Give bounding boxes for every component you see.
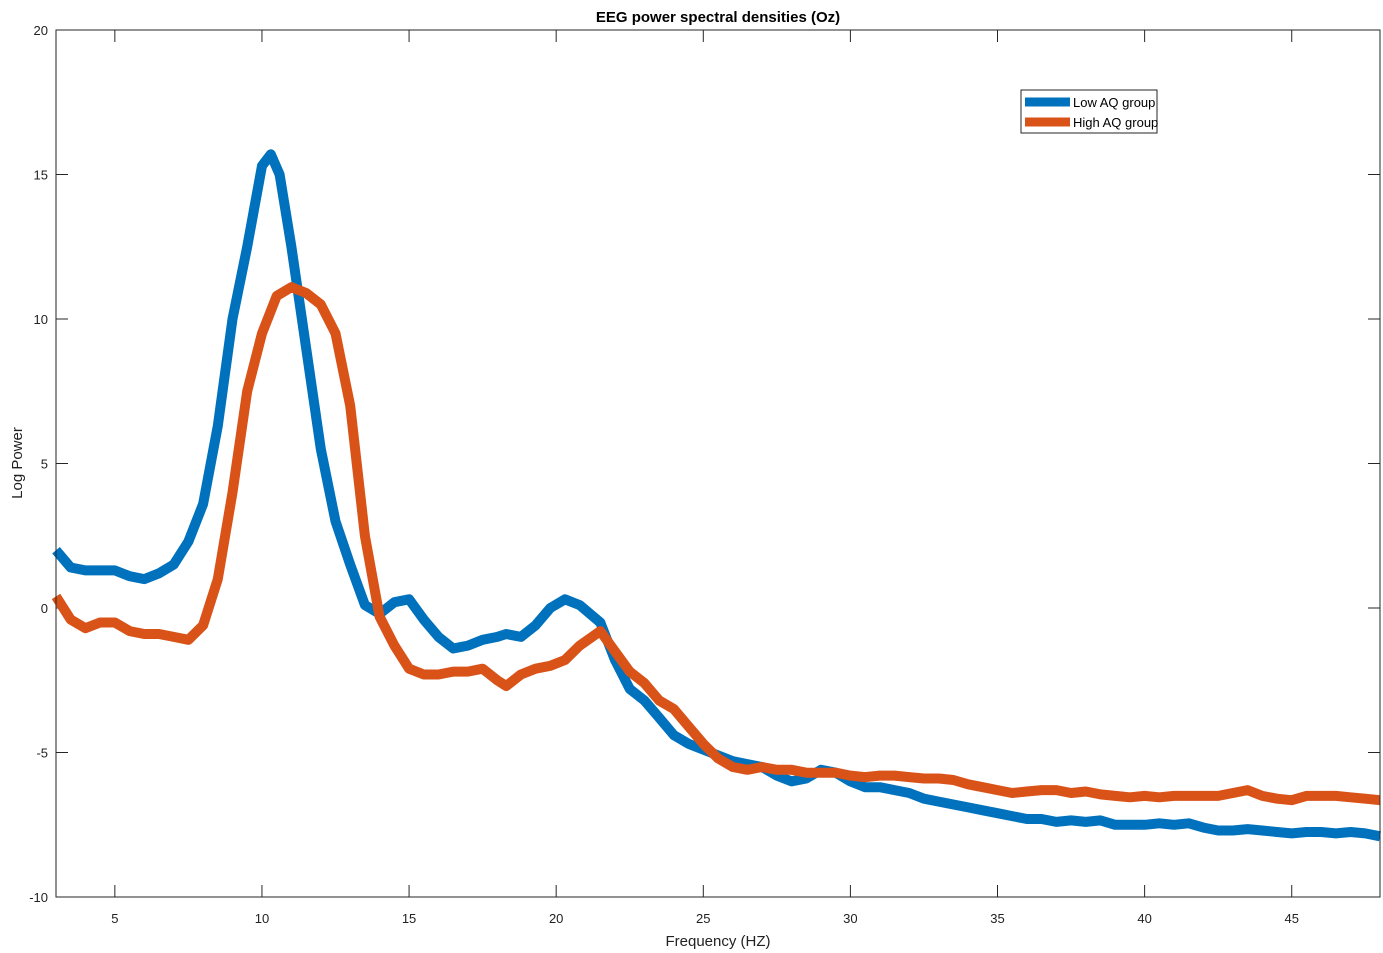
x-tick-label: 30 [843, 911, 857, 926]
x-tick-label: 35 [990, 911, 1004, 926]
x-tick-label: 5 [111, 911, 118, 926]
y-tick-label: 20 [34, 23, 48, 38]
y-tick-label: -10 [29, 890, 48, 905]
legend: Low AQ group High AQ group [1021, 90, 1158, 133]
x-axis-label: Frequency (HZ) [665, 933, 770, 950]
x-tick-label: 40 [1137, 911, 1151, 926]
x-tick-label: 10 [255, 911, 269, 926]
y-axis-label: Log Power [9, 427, 26, 499]
x-tick-label: 20 [549, 911, 563, 926]
y-tick-label: 0 [41, 601, 48, 616]
y-tick-label: 10 [34, 312, 48, 327]
y-tick-label: -5 [36, 746, 48, 761]
x-tick-label: 15 [402, 911, 416, 926]
x-tick-label: 25 [696, 911, 710, 926]
legend-label: High AQ group [1073, 115, 1158, 130]
legend-label: Low AQ group [1073, 95, 1155, 110]
x-tick-label: 45 [1284, 911, 1298, 926]
plot-area [56, 30, 1380, 897]
y-tick-label: 15 [34, 168, 48, 183]
chart-title: EEG power spectral densities (Oz) [596, 9, 840, 26]
y-tick-label: 5 [41, 457, 48, 472]
